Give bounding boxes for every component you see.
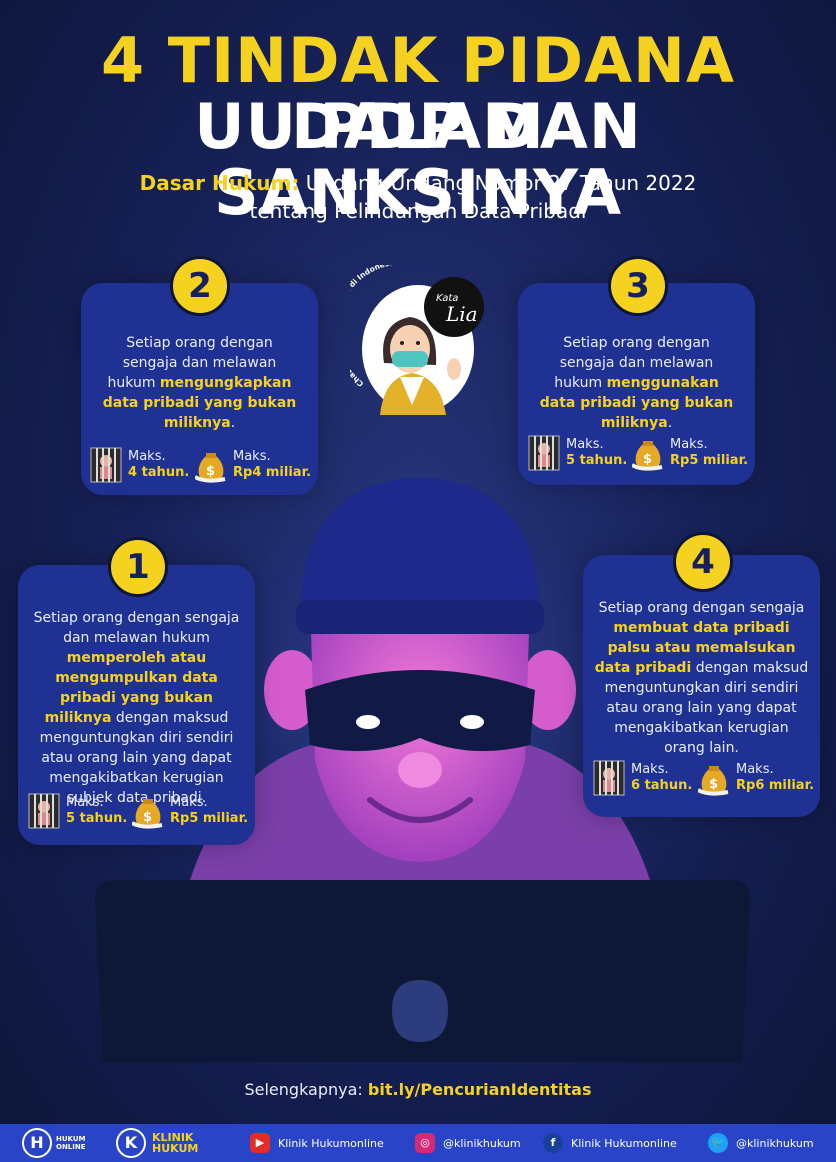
card-4-fine-label: Maks. (736, 762, 774, 777)
kata-lia-avatar: Chatbot Hukum Pertama di Indonesia Kata … (350, 265, 484, 415)
prison-bars-icon (593, 760, 625, 796)
card-4-fine: $ Maks. Rp6 miliar. (698, 760, 814, 796)
klinik-hukum-logo-mark: K (116, 1128, 146, 1158)
facebook-icon: f (543, 1133, 563, 1153)
card-1-fine-label: Maks. (170, 795, 208, 810)
youtube-link[interactable]: ▶ Klinik Hukumonline (250, 1124, 384, 1162)
read-more: Selengkapnya: bit.ly/PencurianIdentitas (0, 1080, 836, 1099)
twitter-link[interactable]: 🐦 @klinikhukum (708, 1124, 814, 1162)
subtitle-line-2: tentang Pelindungan Data Pribadi (249, 199, 587, 223)
card-3-prison-value: 5 tahun. (566, 453, 628, 468)
title-line-1: 4 TINDAK PIDANA DALAM (0, 28, 836, 160)
brand-top: Kata (436, 293, 458, 304)
brand-script: Lia (445, 302, 478, 326)
card-1-fine: $ Maks. Rp5 miliar. (132, 793, 248, 829)
card-3-fine: $ Maks. Rp5 miliar. (632, 435, 748, 471)
card-1-fine-value: Rp5 miliar. (170, 811, 249, 826)
card-3-fine-label: Maks. (670, 437, 708, 452)
money-bag-icon: $ (195, 453, 226, 483)
youtube-handle: Klinik Hukumonline (278, 1136, 384, 1150)
card-1-prison-label: Maks. (66, 795, 104, 810)
youtube-icon: ▶ (250, 1133, 270, 1153)
svg-text:$: $ (206, 464, 215, 479)
twitter-icon: 🐦 (708, 1133, 728, 1153)
card-2-fine: $ Maks. Rp4 miliar. (195, 447, 311, 483)
card-3-number-badge: 3 (608, 256, 668, 316)
card-2-prison: Maks. 4 tahun. (90, 447, 189, 483)
facebook-link[interactable]: f Klinik Hukumonline (543, 1124, 677, 1162)
subtitle-text-1: Undang-Undang Nomor 27 Tahun 2022 (305, 171, 697, 195)
card-2-number-badge: 2 (170, 256, 230, 316)
svg-text:$: $ (643, 452, 652, 467)
klinik-hukum-logo[interactable]: K KLINIK HUKUM (116, 1124, 212, 1162)
card-4-prison-value: 6 tahun. (631, 778, 693, 793)
card-1-number-badge: 1 (108, 537, 168, 597)
card-4-fine-value: Rp6 miliar. (736, 778, 815, 793)
card-3-fine-value: Rp5 miliar. (670, 453, 749, 468)
card-2-prison-label: Maks. (128, 449, 166, 464)
title-white: DALAM (291, 90, 545, 163)
instagram-handle: @klinikhukum (443, 1136, 521, 1150)
money-bag-icon: $ (632, 441, 663, 471)
money-bag-icon: $ (698, 766, 729, 796)
card-4-text: Setiap orang dengan sengaja membuat data… (594, 600, 809, 756)
card-1-prison: Maks. 5 tahun. (28, 793, 127, 829)
card-3-prison: Maks. 5 tahun. (528, 435, 627, 471)
read-more-label: Selengkapnya: (244, 1080, 363, 1099)
money-bag-icon: $ (132, 799, 163, 829)
card-3-prison-label: Maks. (566, 437, 604, 452)
card-1-prison-value: 5 tahun. (66, 811, 128, 826)
facebook-handle: Klinik Hukumonline (571, 1136, 677, 1150)
svg-text:$: $ (143, 810, 152, 825)
klinik-hukum-logo-text: KLINIK HUKUM (152, 1131, 199, 1155)
twitter-handle: @klinikhukum (736, 1136, 814, 1150)
instagram-link[interactable]: ◎ @klinikhukum (415, 1124, 521, 1162)
hukumonline-logo[interactable]: H HUKUM ONLINE (22, 1124, 94, 1162)
card-1-text: Setiap orang dengan sengaja dan melawan … (33, 610, 240, 806)
card-4-prison-label: Maks. (631, 762, 669, 777)
read-more-link[interactable]: bit.ly/PencurianIdentitas (367, 1080, 592, 1099)
card-2-prison-value: 4 tahun. (128, 465, 190, 480)
card-2-fine-value: Rp4 miliar. (233, 465, 312, 480)
prison-bars-icon (528, 435, 560, 471)
hukumonline-logo-mark: H (22, 1128, 52, 1158)
subtitle-line-1: Dasar Hukum: Undang-Undang Nomor 27 Tahu… (0, 170, 836, 196)
card-2-fine-label: Maks. (233, 449, 271, 464)
subtitle-label: Dasar Hukum: (139, 171, 300, 195)
hukumonline-logo-text: HUKUM ONLINE (56, 1135, 86, 1151)
card-2-text: Setiap orang dengan sengaja dan melawan … (102, 335, 297, 431)
title-line-2: UU PDP DAN SANKSINYA (194, 90, 642, 229)
title-yellow: 4 TINDAK PIDANA (101, 24, 735, 97)
instagram-icon: ◎ (415, 1133, 435, 1153)
card-4-prison: Maks. 6 tahun. (593, 760, 692, 796)
prison-bars-icon (28, 793, 60, 829)
prison-bars-icon (90, 447, 122, 483)
card-4-number-badge: 4 (673, 532, 733, 592)
card-3-text: Setiap orang dengan sengaja dan melawan … (539, 335, 734, 431)
footer-bar: H HUKUM ONLINE K KLINIK HUKUM ▶ Klinik H… (0, 1124, 836, 1162)
svg-text:$: $ (709, 777, 718, 792)
